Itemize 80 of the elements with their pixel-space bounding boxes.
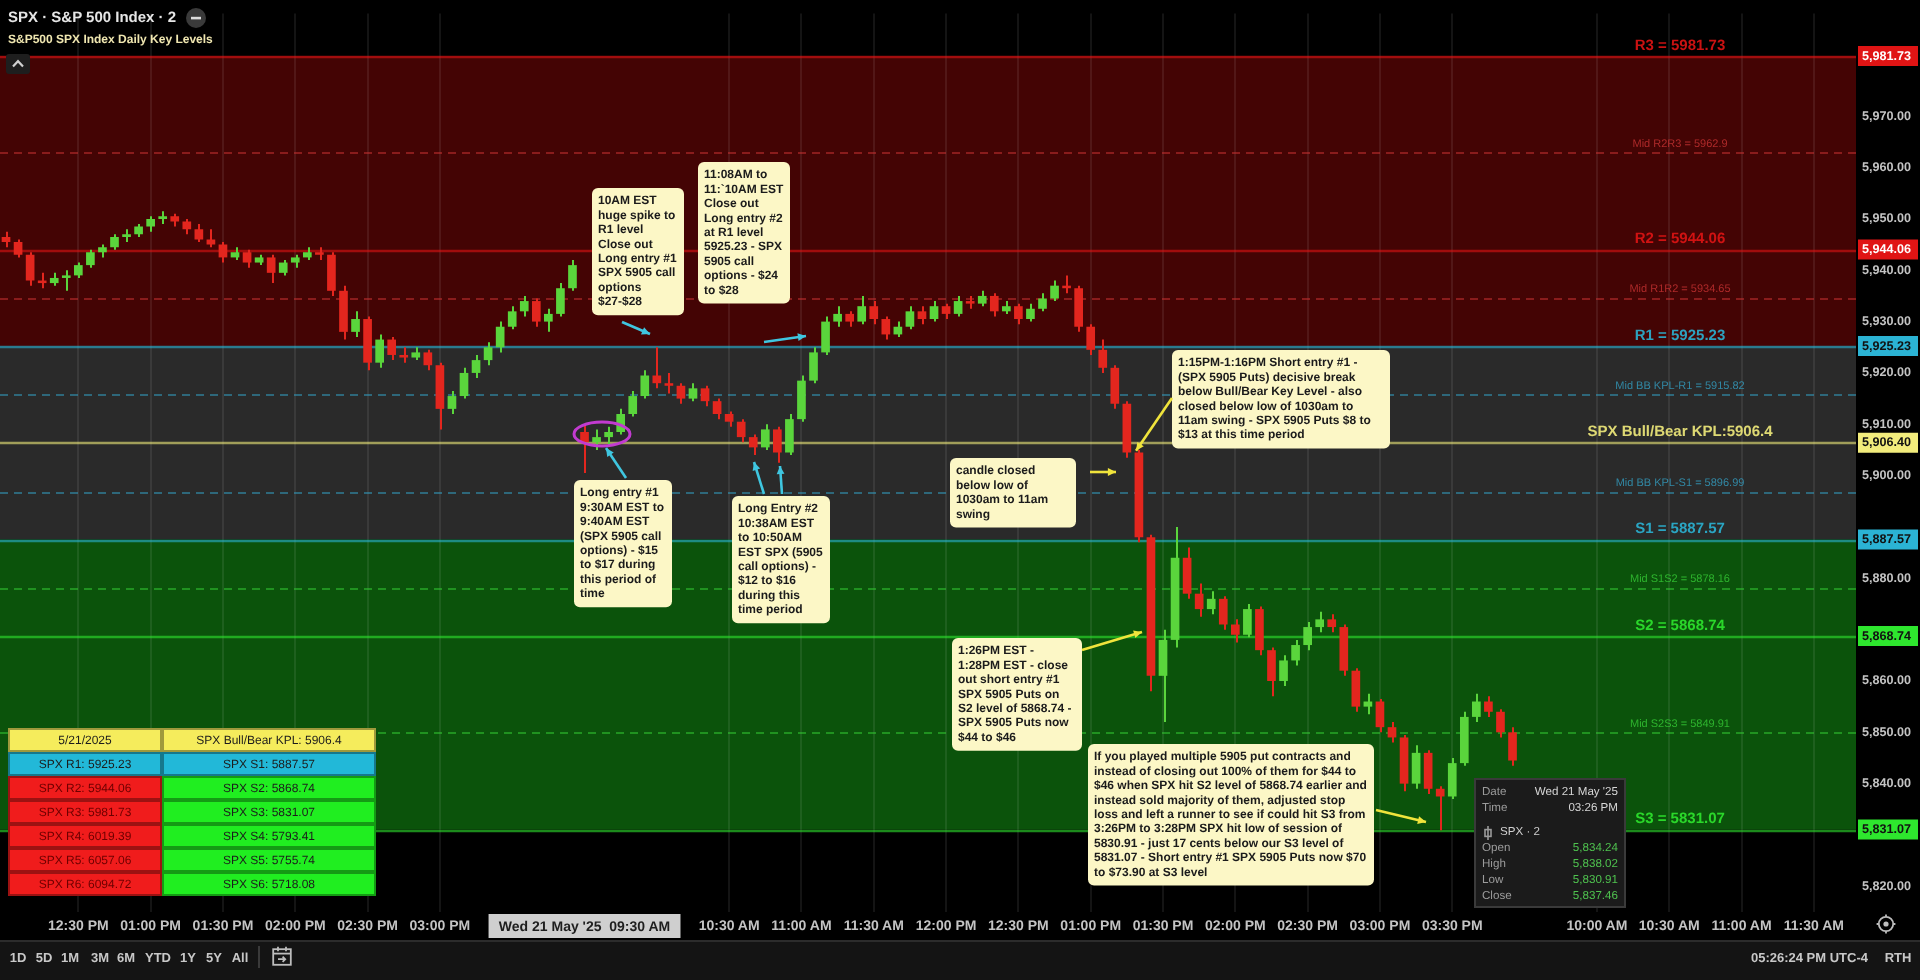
- candlestick: [1423, 749, 1433, 795]
- candlestick: [387, 336, 397, 362]
- candlestick: [375, 333, 384, 369]
- candlestick: [1399, 733, 1409, 793]
- candlestick: [1303, 620, 1312, 652]
- candlestick: [1484, 695, 1493, 718]
- candlestick: [857, 294, 867, 326]
- candlestick: [1496, 708, 1505, 739]
- candlestick: [1508, 726, 1517, 767]
- candlestick: [1459, 710, 1469, 767]
- candlestick: [1098, 338, 1108, 374]
- candlestick: [1279, 654, 1288, 688]
- candlestick: [471, 353, 481, 380]
- candlestick: [1387, 721, 1397, 744]
- candlestick: [640, 369, 650, 400]
- candlestick: [1206, 590, 1216, 616]
- candlestick: [736, 418, 746, 444]
- candlestick: [1339, 623, 1349, 677]
- candlestick: [1086, 323, 1096, 356]
- candlestick: [748, 433, 758, 457]
- candlestick: [1435, 785, 1445, 832]
- candlestick: [1315, 610, 1325, 634]
- candlestick: [652, 346, 662, 390]
- candlestick: [809, 346, 818, 385]
- candlestick: [1472, 692, 1481, 724]
- candlestick: [821, 315, 830, 356]
- candlestick: [1291, 638, 1300, 667]
- candlestick: [905, 305, 915, 331]
- candlestick: [1182, 546, 1192, 600]
- candlestick: [773, 425, 782, 464]
- candlestick: [833, 305, 842, 328]
- candlestick: [664, 371, 674, 395]
- candlestick: [1074, 284, 1083, 333]
- candlestick: [676, 382, 686, 405]
- candlestick: [989, 292, 999, 318]
- candlestick: [556, 282, 565, 318]
- candlestick: [544, 307, 553, 333]
- candlestick: [1110, 364, 1120, 410]
- candlestick: [592, 428, 601, 451]
- candlestick: [1351, 667, 1361, 713]
- candlestick: [1194, 582, 1204, 618]
- candlestick: [869, 300, 879, 326]
- candlestick: [25, 251, 35, 287]
- candlestick: [1014, 302, 1023, 326]
- candlestick: [531, 297, 541, 328]
- candlestick: [519, 294, 529, 318]
- candlestick: [1255, 605, 1264, 657]
- candlestick: [1411, 744, 1421, 790]
- candlestick: [327, 251, 336, 297]
- candlestick: [435, 361, 445, 431]
- candlestick: [1050, 279, 1059, 303]
- candlestick: [881, 315, 891, 341]
- candlestick: [712, 397, 722, 421]
- candlestick: [339, 284, 348, 341]
- candlestick: [266, 253, 276, 285]
- candlestick: [483, 341, 493, 367]
- candlestick: [1267, 646, 1276, 698]
- candlestick: [1230, 618, 1240, 644]
- candlestick: [953, 294, 963, 318]
- candlestick: [447, 389, 457, 416]
- candlestick: [495, 320, 505, 354]
- candlestick: [351, 310, 360, 338]
- candlestick: [1375, 697, 1385, 734]
- candlestick: [628, 389, 638, 418]
- candlestick: [1243, 602, 1252, 639]
- candlestick: [929, 300, 939, 323]
- candlestick: [61, 269, 71, 292]
- candlestick: [568, 258, 577, 292]
- candlestick: [580, 423, 589, 475]
- candlestick: [1447, 756, 1457, 801]
- candlestick: [507, 305, 517, 331]
- candlestick: [363, 315, 372, 372]
- candlestick: [700, 384, 710, 408]
- candlestick: [1158, 628, 1168, 724]
- candlestick: [1218, 595, 1228, 631]
- candlestick: [797, 374, 806, 423]
- candlestick: [760, 423, 770, 451]
- candlestick: [459, 366, 469, 400]
- candlestick: [785, 413, 794, 457]
- candlestick: [423, 348, 433, 372]
